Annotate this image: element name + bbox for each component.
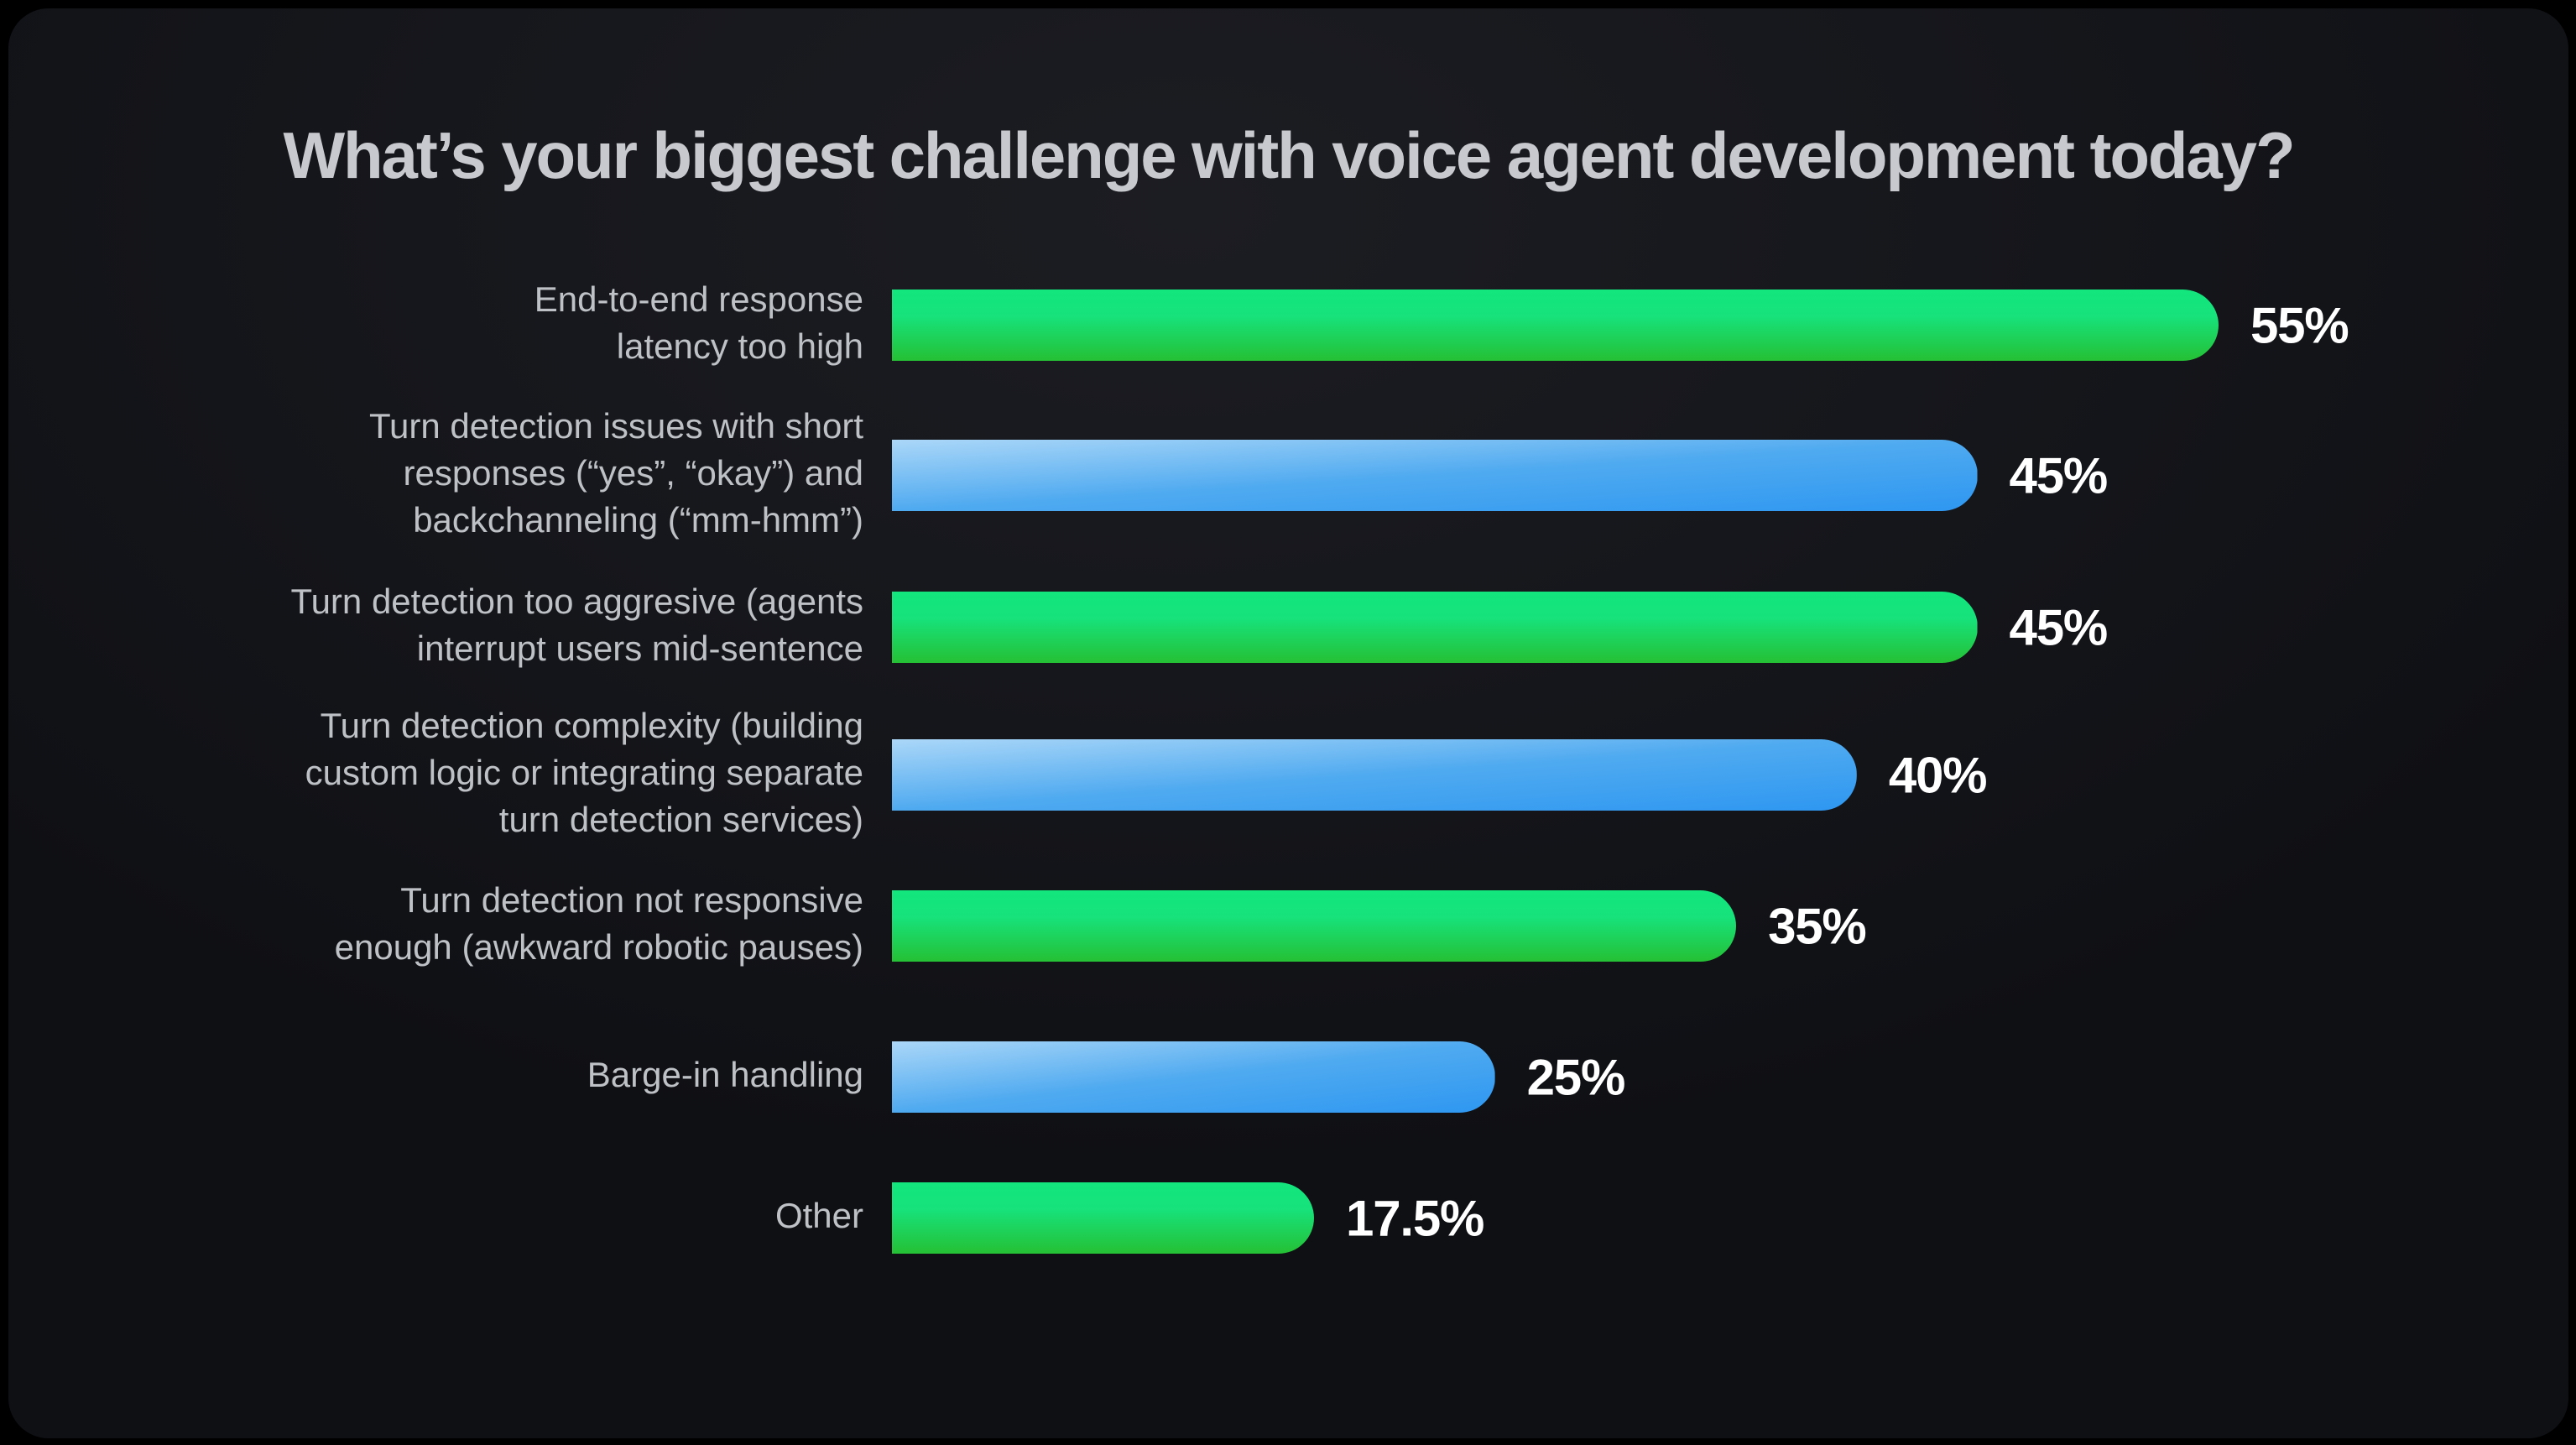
bar-blue bbox=[892, 1041, 1495, 1113]
bar-fill-gradient bbox=[892, 592, 1978, 663]
category-label: Turn detection complexity (building cust… bbox=[305, 705, 863, 839]
value-label: 17.5% bbox=[1346, 1190, 1484, 1246]
bar-fill-gradient bbox=[892, 1041, 1495, 1113]
bar-green bbox=[892, 1182, 1315, 1254]
bar-fill-gradient bbox=[892, 440, 1978, 511]
chart-card: What’s your biggest challenge with voice… bbox=[8, 8, 2568, 1438]
bar-blue bbox=[892, 440, 1978, 511]
bar-green bbox=[892, 592, 1978, 663]
chart-title: What’s your biggest challenge with voice… bbox=[283, 118, 2295, 192]
bar-fill-gradient bbox=[892, 890, 1737, 962]
bar-green bbox=[892, 290, 2219, 361]
bar-green bbox=[892, 890, 1737, 962]
category-label: Turn detection not responsive enough (aw… bbox=[334, 879, 863, 967]
bar-fill-gradient bbox=[892, 290, 2219, 361]
value-label: 40% bbox=[1888, 747, 1988, 803]
category-label: Turn detection too aggresive (agents int… bbox=[290, 581, 863, 668]
bar-fill-gradient bbox=[892, 739, 1857, 811]
value-label: 45% bbox=[2009, 599, 2109, 655]
bar-blue bbox=[892, 739, 1857, 811]
bar-fill-gradient bbox=[892, 1182, 1315, 1254]
category-label: End-to-end response latency too high bbox=[534, 279, 863, 366]
category-label: Other bbox=[774, 1195, 863, 1235]
value-label: 45% bbox=[2009, 447, 2109, 503]
category-label: Barge-in handling bbox=[587, 1054, 863, 1094]
value-label: 25% bbox=[1526, 1049, 1626, 1105]
category-label: Turn detection issues with short respons… bbox=[368, 405, 863, 540]
value-label: 35% bbox=[1768, 898, 1867, 954]
value-label: 55% bbox=[2250, 297, 2349, 353]
